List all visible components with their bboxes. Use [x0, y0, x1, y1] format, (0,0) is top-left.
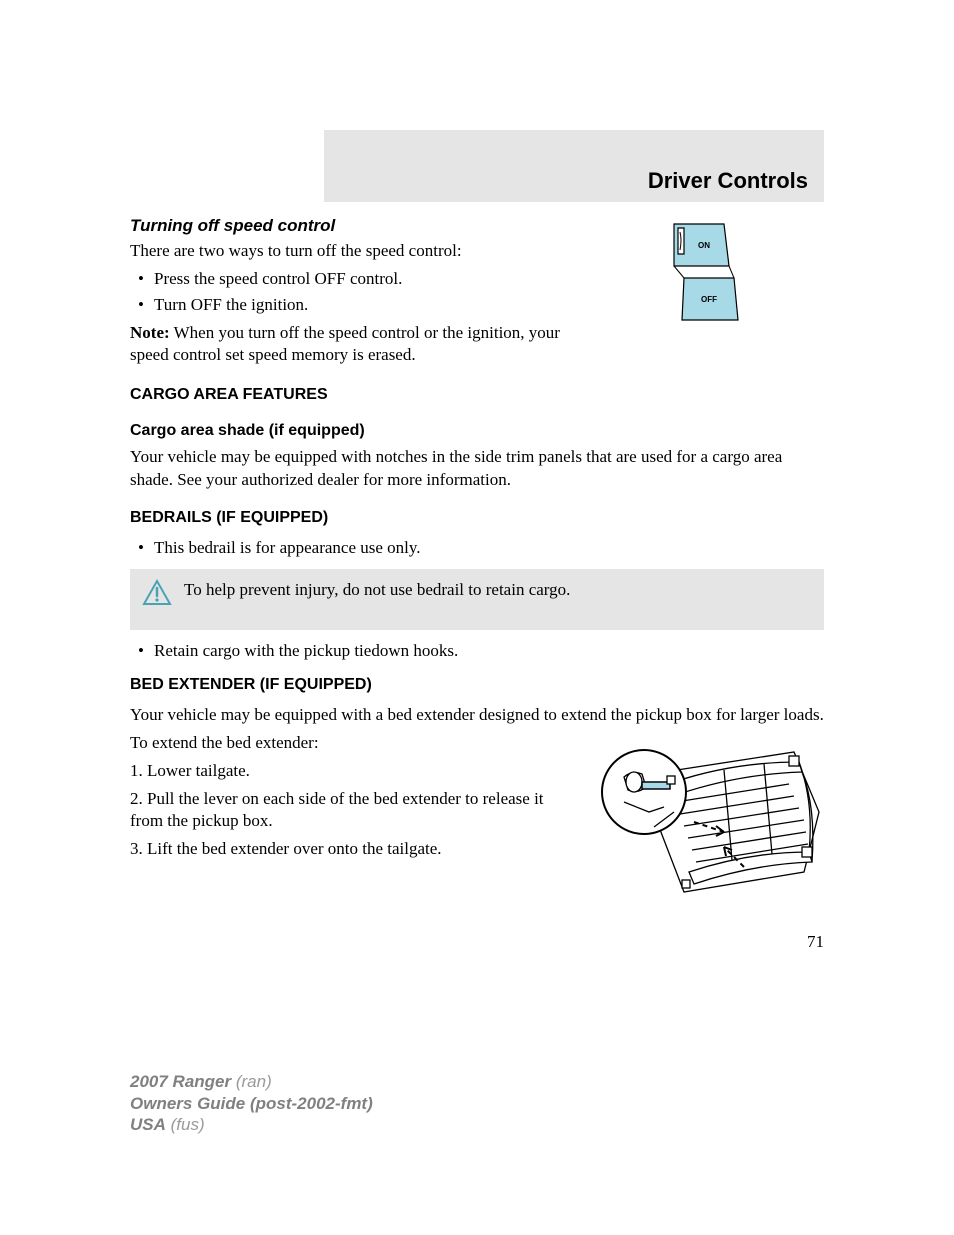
bed-extender-step3: 3. Lift the bed extender over onto the t…: [130, 838, 574, 860]
footer-line-3: USA (fus): [130, 1114, 373, 1135]
list-item: This bedrail is for appearance use only.: [130, 537, 824, 559]
turning-off-section: Turning off speed control There are two …: [130, 216, 824, 372]
footer-line-2: Owners Guide (post-2002-fmt): [130, 1093, 373, 1114]
footer-model: 2007 Ranger: [130, 1072, 231, 1091]
warning-box: To help prevent injury, do not use bedra…: [130, 569, 824, 630]
bed-extender-toextend: To extend the bed extender:: [130, 732, 574, 754]
bedrails-bullet-2: Retain cargo with the pickup tiedown hoo…: [130, 640, 824, 662]
bed-extender-section: To extend the bed extender: 1. Lower tai…: [130, 732, 824, 902]
turning-off-intro: There are two ways to turn off the speed…: [130, 240, 574, 262]
footer-guide: Owners Guide (post-2002-fmt): [130, 1094, 373, 1113]
warning-text: To help prevent injury, do not use bedra…: [184, 579, 812, 601]
note-label: Note:: [130, 323, 170, 342]
cargo-shade-heading: Cargo area shade (if equipped): [130, 422, 824, 440]
bed-extender-step1: 1. Lower tailgate.: [130, 760, 574, 782]
footer-line-1: 2007 Ranger (ran): [130, 1071, 373, 1092]
turning-off-bullets: Press the speed control OFF control. Tur…: [130, 268, 574, 316]
note-text: When you turn off the speed control or t…: [130, 323, 560, 364]
bed-extender-heading: BED EXTENDER (IF EQUIPPED): [130, 676, 824, 694]
list-item: Retain cargo with the pickup tiedown hoo…: [130, 640, 824, 662]
page-title: Driver Controls: [648, 168, 808, 194]
turning-off-note: Note: When you turn off the speed contro…: [130, 322, 574, 366]
svg-text:OFF: OFF: [701, 295, 717, 304]
cargo-shade-text: Your vehicle may be equipped with notche…: [130, 446, 824, 490]
bedrails-bullet-1: This bedrail is for appearance use only.: [130, 537, 824, 559]
turning-off-heading: Turning off speed control: [130, 216, 574, 236]
footer-model-code: (ran): [231, 1072, 272, 1091]
page-container: Driver Controls Turning off speed contro…: [0, 0, 954, 952]
cargo-features-heading: CARGO AREA FEATURES: [130, 386, 824, 404]
bed-extender-text-col: To extend the bed extender: 1. Lower tai…: [130, 732, 574, 902]
bedrails-heading: BEDRAILS (IF EQUIPPED): [130, 509, 824, 527]
list-item: Turn OFF the ignition.: [130, 294, 574, 316]
warning-triangle-icon: [142, 579, 172, 612]
footer-region-code: (fus): [166, 1115, 205, 1134]
footer-region: USA: [130, 1115, 166, 1134]
page-number: 71: [130, 932, 824, 952]
bed-extender-step2: 2. Pull the lever on each side of the be…: [130, 788, 574, 832]
bed-extender-intro: Your vehicle may be equipped with a bed …: [130, 704, 824, 726]
switch-diagram: ON OFF: [594, 216, 824, 372]
list-item: Press the speed control OFF control.: [130, 268, 574, 290]
svg-text:ON: ON: [698, 241, 710, 250]
footer-block: 2007 Ranger (ran) Owners Guide (post-200…: [130, 1071, 373, 1135]
header-bar: Driver Controls: [324, 130, 824, 202]
bed-extender-diagram: [594, 732, 824, 902]
turning-off-text-col: Turning off speed control There are two …: [130, 216, 574, 372]
